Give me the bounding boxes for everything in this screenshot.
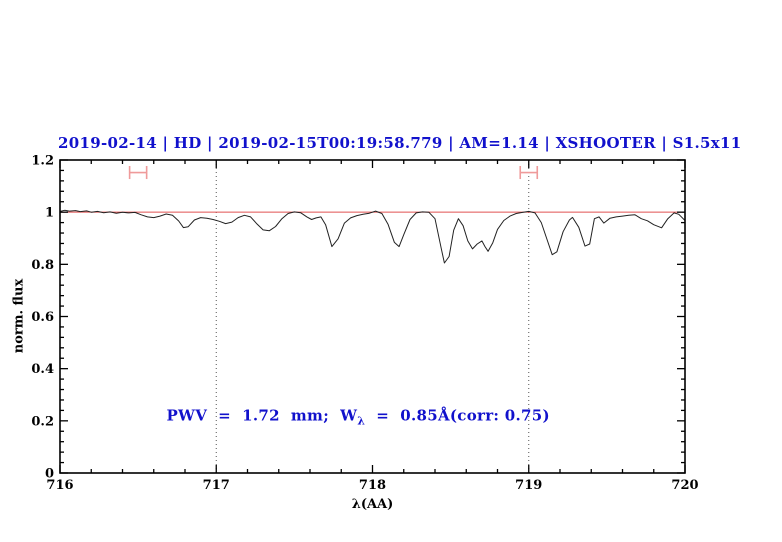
y-tick-label: 0 [45, 467, 54, 482]
x-tick-label: 716 [46, 478, 73, 493]
spectrum-curve [59, 209, 686, 264]
x-tick-label: 717 [203, 478, 230, 493]
y-tick-label: 0.4 [31, 362, 54, 377]
pwv-annotation: PWV = 1.72 mm; Wλ = 0.85Å(corr: 0.75) [144, 388, 550, 445]
y-tick-label: 1 [45, 206, 54, 221]
y-tick-label: 0.6 [31, 310, 54, 325]
pwv-annotation-text-tail: = 0.85Å(corr: 0.75) [365, 406, 550, 425]
y-tick-label: 1.2 [31, 154, 54, 169]
x-tick-label: 719 [515, 478, 542, 493]
x-tick-label: 718 [359, 478, 386, 493]
x-axis-label: λ(AA) [351, 497, 394, 512]
x-tick-label: 720 [671, 478, 698, 493]
y-tick-label: 0.8 [31, 258, 54, 273]
lambda-subscript: λ [357, 414, 366, 428]
y-tick-label: 0.2 [31, 414, 54, 429]
pwv-annotation-text: PWV = 1.72 mm; W [166, 406, 358, 425]
